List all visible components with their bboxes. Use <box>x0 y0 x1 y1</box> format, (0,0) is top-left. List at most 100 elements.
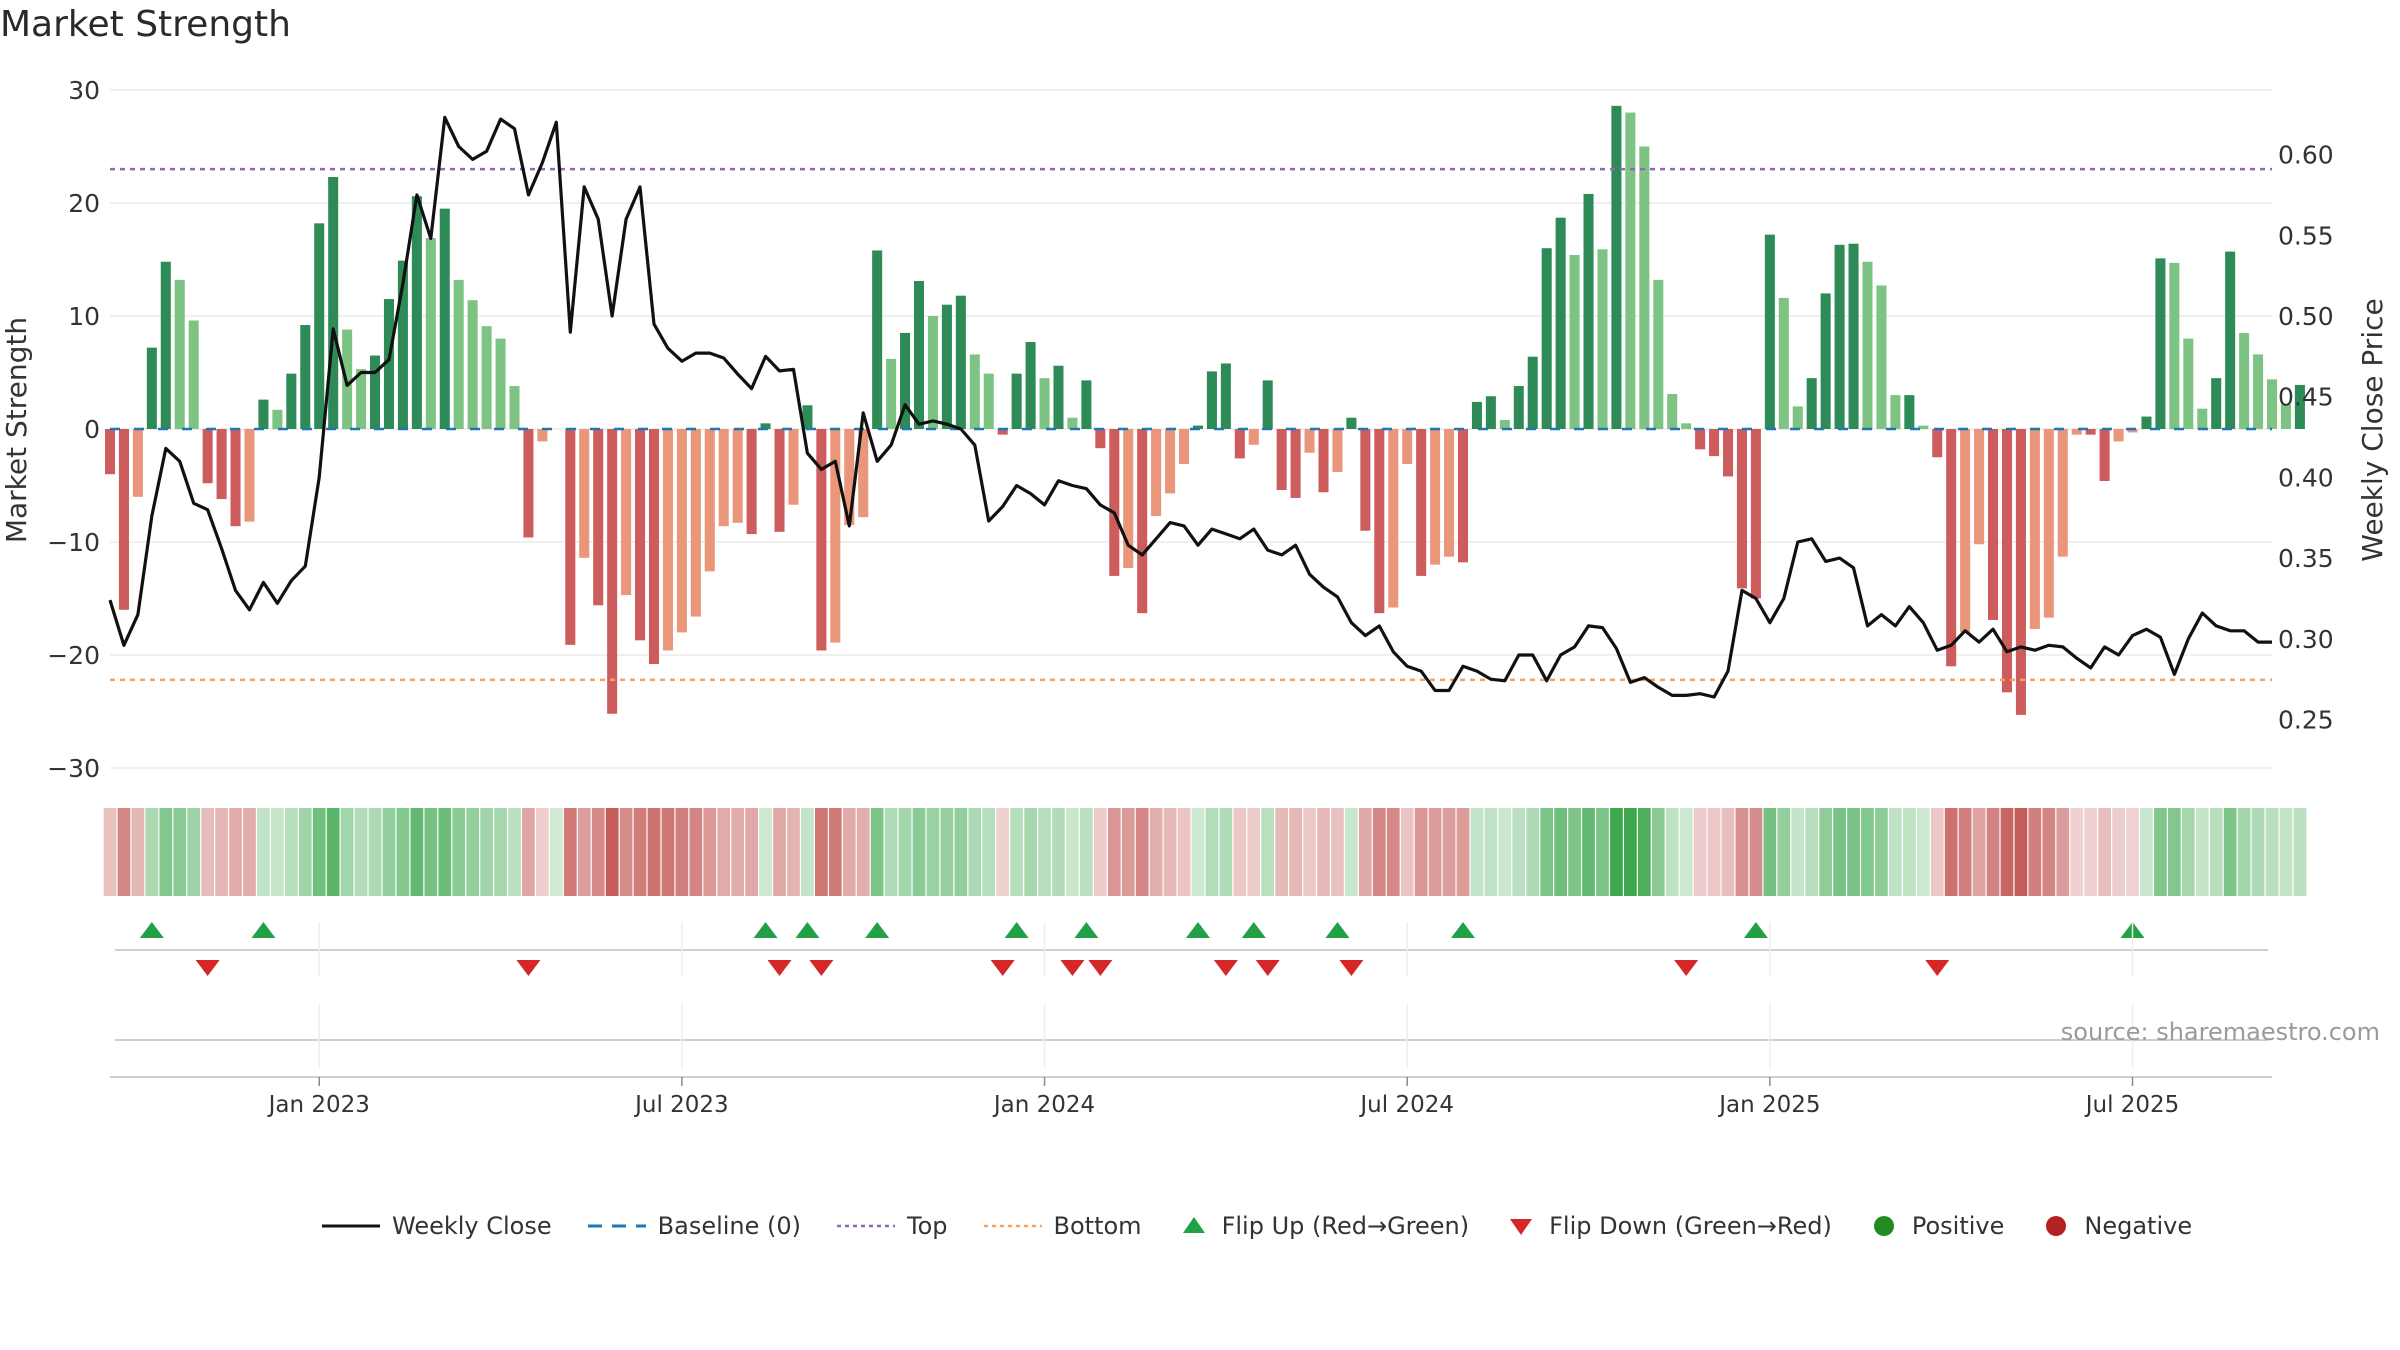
strength-bar <box>830 429 841 643</box>
heat-cell <box>1121 808 1135 896</box>
heat-cell <box>1679 808 1693 896</box>
strength-bar <box>132 429 143 497</box>
y-right-tick-label: 0.55 <box>2278 221 2334 250</box>
close-line-layer <box>108 115 2272 699</box>
strength-bar <box>1220 363 1231 429</box>
heat-cell <box>1442 808 1456 896</box>
legend-item-bottom[interactable]: Bottom <box>982 1211 1142 1241</box>
legend-item-top[interactable]: Top <box>835 1211 948 1241</box>
strength-bar <box>1165 429 1176 494</box>
strength-bar <box>272 409 283 429</box>
strength-bar <box>425 238 436 429</box>
heat-cell <box>1805 808 1819 896</box>
flip-down-marker <box>195 960 220 976</box>
strength-bar <box>2183 338 2194 429</box>
strength-bar <box>2029 429 2040 630</box>
strength-bar <box>774 429 785 532</box>
legend-item-flip-up[interactable]: Flip Up (Red→Green) <box>1176 1211 1469 1241</box>
heat-cell <box>870 808 884 896</box>
heat-cell <box>1233 808 1247 896</box>
legend-item-close[interactable]: Weekly Close <box>320 1211 552 1241</box>
strength-bar <box>1485 396 1496 429</box>
strength-bar <box>1276 429 1287 491</box>
heat-cell <box>717 808 731 896</box>
strength-bar <box>1137 429 1148 614</box>
heat-cell <box>1582 808 1595 896</box>
heat-cell <box>619 808 633 896</box>
heat-cell <box>647 808 661 896</box>
heat-cell <box>1191 808 1205 896</box>
axes-layer: 30 20 10 0 −10 −20 −30 0.60 0.55 0.50 0.45 0.40 0.35… <box>47 76 2333 783</box>
heat-cell <box>2154 808 2167 896</box>
heat-cell <box>1763 808 1777 896</box>
legend-item-negative[interactable]: Negative <box>2038 1211 2192 1241</box>
heat-cell <box>2042 808 2056 896</box>
y-right-tick-label: 0.60 <box>2278 141 2334 170</box>
strength-bar <box>1750 429 1761 599</box>
strength-bar <box>1527 356 1538 429</box>
x-axis: Jan 2023 Jul 2023 Jan 2024 Jul 2024 Jan 2025… <box>110 922 2272 1118</box>
heat-cell <box>1470 808 1484 896</box>
heat-cell <box>661 808 675 896</box>
legend-item-flip-down[interactable]: Flip Down (Green→Red) <box>1503 1211 1832 1241</box>
heat-cell <box>452 808 466 896</box>
strength-bar <box>2099 429 2110 481</box>
heat-cell <box>898 808 912 896</box>
heat-cell <box>1972 808 1986 896</box>
strength-bar <box>174 279 185 429</box>
heat-cell <box>1665 808 1679 896</box>
heat-cell <box>1721 808 1735 896</box>
heat-cell <box>940 808 954 896</box>
strength-bar <box>160 261 171 429</box>
flip-up-marker <box>1185 922 1210 938</box>
x-tick-label: Jul 2024 <box>1358 1092 1454 1118</box>
strength-bar <box>886 358 897 429</box>
strength-bar <box>1402 429 1413 465</box>
heat-cell <box>591 808 605 896</box>
heat-cell <box>1428 808 1442 896</box>
strength-bar <box>662 429 673 651</box>
heat-cell <box>1875 808 1888 896</box>
strength-bar <box>1374 429 1385 614</box>
heat-cell <box>410 808 424 896</box>
heat-cell <box>1861 808 1874 896</box>
flip-down-marker <box>1088 960 1113 976</box>
flip-down-marker <box>516 960 541 976</box>
heat-cell <box>1777 808 1791 896</box>
flip-up-marker <box>1241 922 1266 938</box>
heat-cell <box>284 808 298 896</box>
heat-cell <box>103 808 117 896</box>
heat-cell <box>1317 808 1330 896</box>
flip-up-marker <box>795 922 820 938</box>
strength-bar <box>1234 429 1245 459</box>
strength-bar <box>1988 429 1999 620</box>
heat-cell <box>2056 808 2070 896</box>
legend-item-positive[interactable]: Positive <box>1866 1211 2004 1241</box>
heat-cell <box>1958 808 1972 896</box>
heat-cell <box>968 808 982 896</box>
strength-bar <box>955 295 966 429</box>
heat-cell <box>1261 808 1275 896</box>
flip-up-marker <box>865 922 890 938</box>
heat-cell <box>2195 808 2209 896</box>
strength-bar <box>230 429 241 527</box>
heat-cell <box>1916 808 1930 896</box>
strength-bar <box>1960 429 1971 633</box>
heat-cell <box>884 808 898 896</box>
strength-bar <box>1597 249 1608 429</box>
circle-green-icon <box>1873 1216 1894 1236</box>
strength-bar <box>356 369 367 429</box>
flip-up-marker <box>753 922 778 938</box>
line-swatch-icon <box>322 1224 380 1228</box>
strength-bar <box>2266 379 2278 429</box>
heat-cell <box>1247 808 1261 896</box>
heat-cell <box>633 808 647 896</box>
legend-item-baseline[interactable]: Baseline (0) <box>586 1211 801 1241</box>
strength-bar <box>1778 297 1789 429</box>
heat-cell <box>996 808 1010 896</box>
heat-cell <box>215 808 228 896</box>
y-left-tick-label: −10 <box>47 528 100 557</box>
strength-heat-strip <box>103 808 2307 896</box>
strength-bar <box>2294 384 2305 429</box>
